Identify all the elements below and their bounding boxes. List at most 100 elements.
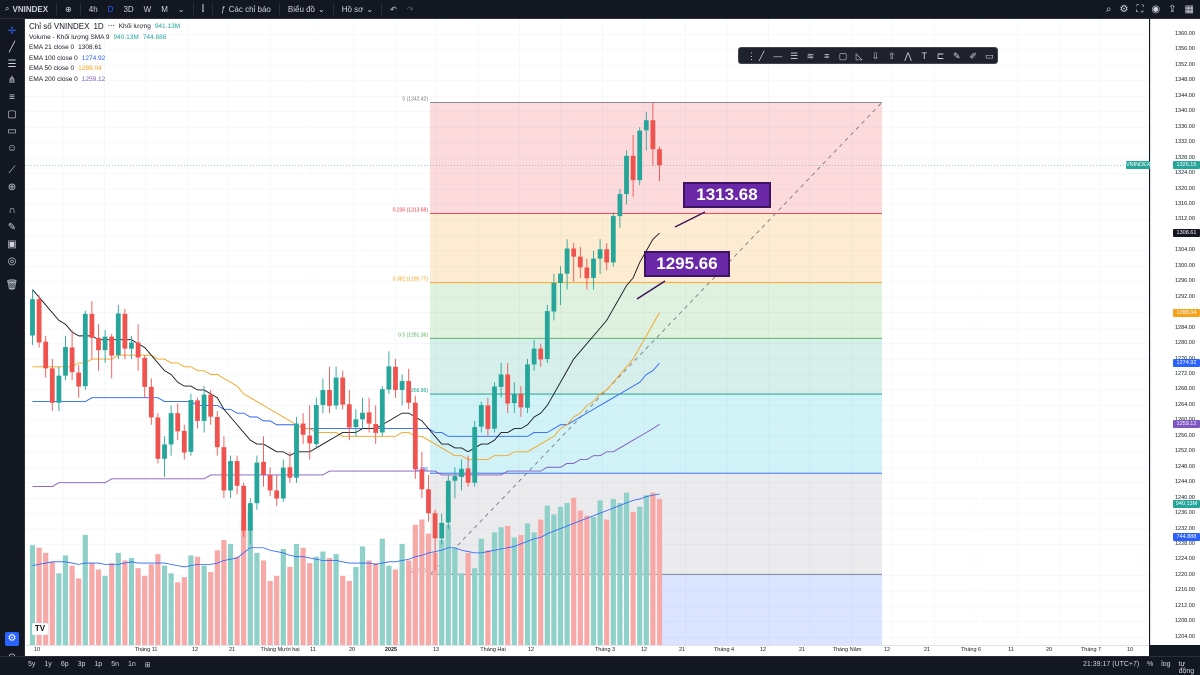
bar-style-button[interactable]: ⫿ xyxy=(197,4,210,14)
interval-w[interactable]: W xyxy=(143,4,152,14)
range-5n[interactable]: 5n xyxy=(111,661,119,668)
ruler-icon[interactable]: ⟋ xyxy=(8,165,16,176)
volume-bar xyxy=(538,519,544,645)
legend-more-icon[interactable]: ⋯ xyxy=(107,23,115,30)
candle-body xyxy=(452,476,458,481)
triangle-icon[interactable]: ◺ xyxy=(855,50,863,61)
price-tick: 1216.00 xyxy=(1175,587,1195,594)
range-5y[interactable]: 5y xyxy=(28,661,36,668)
gear-icon[interactable]: ⚙ xyxy=(1119,3,1129,15)
interval-d[interactable]: D xyxy=(107,4,114,14)
legend-volume-value: 941.13M xyxy=(154,23,181,30)
symbol-search[interactable]: ⌕ VNINDEX xyxy=(0,4,53,14)
indicators-button[interactable]: ƒ Các chỉ báo xyxy=(216,5,276,14)
fullscreen-icon[interactable]: ⛶ xyxy=(1136,3,1144,15)
range-1n[interactable]: 1n xyxy=(128,661,136,668)
price-tick: 1340.00 xyxy=(1175,108,1195,115)
object-tree-icon[interactable]: ⚙ xyxy=(5,632,19,646)
clock[interactable]: 21:39:17 (UTC+7) xyxy=(1083,661,1140,668)
undo-button[interactable]: ↶ xyxy=(385,5,402,14)
pattern-icon[interactable]: ⋀ xyxy=(904,50,912,61)
volume-bar xyxy=(564,502,570,645)
search-icon[interactable]: ⌕ xyxy=(1105,3,1112,15)
drag-handle-icon[interactable]: ⋮ xyxy=(747,50,756,61)
interval-4h[interactable]: 4h xyxy=(88,4,98,14)
legend-row[interactable]: Volume - Khối lượng SMA 9 940.13M 744.88… xyxy=(29,33,180,44)
price-callout[interactable]: 1313.68 xyxy=(683,182,771,208)
price-callout[interactable]: 1295.66 xyxy=(644,251,730,277)
brush-icon[interactable]: ✎ xyxy=(7,222,17,233)
comment-icon[interactable]: ▭ xyxy=(985,50,994,61)
volume-bar xyxy=(386,565,392,645)
volume-bar xyxy=(247,510,253,645)
candle-body xyxy=(261,461,266,475)
tradingview-logo: TV xyxy=(32,623,48,635)
lock-icon[interactable]: ▣ xyxy=(7,239,17,250)
chart-type-button[interactable]: Biểu đồ ⌄ xyxy=(283,5,330,14)
volume-bar xyxy=(109,563,115,645)
legend-row[interactable]: EMA 100 close 0 1274.92 xyxy=(29,54,180,65)
fib-icon[interactable]: ≡ xyxy=(824,50,830,61)
magnet-icon[interactable]: ∩ xyxy=(8,205,16,216)
redo-button[interactable]: ↷ xyxy=(402,5,419,14)
divider xyxy=(381,3,383,15)
range-1p[interactable]: 1p xyxy=(94,661,103,668)
rectangle-icon[interactable]: ▢ xyxy=(838,50,848,61)
comment-icon[interactable]: ▭ xyxy=(7,126,17,137)
share-icon[interactable]: ⇪ xyxy=(1168,3,1177,15)
arrow-down-icon[interactable]: ⇩ xyxy=(871,50,880,61)
horizontal-line-icon[interactable]: — xyxy=(773,50,783,61)
parallel-channel-icon[interactable]: ☰ xyxy=(7,59,17,70)
rectangle-icon[interactable]: ▢ xyxy=(7,109,17,120)
cursor-icon[interactable]: ✛ xyxy=(7,26,17,37)
interval-m[interactable]: M xyxy=(161,4,168,14)
chart-canvas[interactable]: 0 (1342.42) 0.236 (1313.68) 0.382 (1295.77… xyxy=(25,19,1149,645)
callout-icon[interactable]: ⊏ xyxy=(936,50,945,61)
volume-bar xyxy=(241,519,247,645)
interval-3d[interactable]: 3D xyxy=(123,4,134,14)
top-toolbar: ⌕ VNINDEX ⊕ 4h D 3D W M ⌄ ⫿ ƒ Các chỉ bá… xyxy=(0,0,1200,19)
volume-bar xyxy=(49,561,55,645)
trend-line-icon[interactable]: ╱ xyxy=(8,42,16,53)
range-6p[interactable]: 6p xyxy=(60,661,69,668)
text-icon[interactable]: T xyxy=(921,50,928,61)
range-3p[interactable]: 3p xyxy=(77,661,86,668)
range-1y[interactable]: 1y xyxy=(44,661,52,668)
interval-dropdown[interactable]: ⌄ xyxy=(173,5,190,14)
fib-retracement-icon[interactable]: ≡ xyxy=(9,92,15,103)
log-toggle[interactable]: log xyxy=(1161,661,1171,668)
arrow-up-icon[interactable]: ⇧ xyxy=(887,50,896,61)
trash-icon[interactable]: 🗑 xyxy=(5,280,19,291)
time-scale[interactable]: 10 Tháng 11 12 21 Tháng Mười hai 11 20 2025 13 Th… xyxy=(25,645,1149,656)
legend-row[interactable]: EMA 50 close 0 1289.04 xyxy=(29,64,180,75)
auto-toggle[interactable]: tự động xyxy=(1178,661,1195,675)
time-tick: 12 xyxy=(640,647,648,653)
chart-pane[interactable]: 0 (1342.42) 0.236 (1313.68) 0.382 (1295.77… xyxy=(25,19,1149,645)
volume-bar xyxy=(227,543,234,645)
chevron-down-icon: ⌄ xyxy=(318,4,325,14)
price-tick: 1224.00 xyxy=(1175,556,1195,563)
layout-icon[interactable]: ▦ xyxy=(1184,3,1194,15)
legend-row[interactable]: EMA 21 close 0 1308.61 xyxy=(29,43,180,54)
pencil-icon[interactable]: ✐ xyxy=(969,50,977,61)
emoji-icon[interactable]: ☺ xyxy=(6,143,18,154)
candle-body xyxy=(63,347,68,376)
compare-button[interactable]: ⊕ xyxy=(60,5,77,14)
trend-line-icon[interactable]: ╱ xyxy=(758,50,765,61)
profile-button[interactable]: Hồ sơ ⌄ xyxy=(337,5,378,14)
callout-pointer xyxy=(674,211,706,228)
parallel-channel-icon[interactable]: ☰ xyxy=(790,50,799,61)
brush-icon[interactable]: ✎ xyxy=(953,50,961,61)
legend-row[interactable]: EMA 200 close 0 1259.12 xyxy=(29,75,180,86)
volume-bar xyxy=(122,560,128,645)
pitchfork-icon[interactable]: ⋔ xyxy=(7,75,17,86)
eye-icon[interactable]: ◎ xyxy=(7,256,17,267)
price-scale[interactable]: 1360.00 1356.00 1352.00 1348.00 1344.00 1340.… xyxy=(1126,19,1200,645)
regression-icon[interactable]: ≋ xyxy=(806,50,815,61)
percent-toggle[interactable]: % xyxy=(1147,661,1154,668)
date-range-icon[interactable]: ⊞ xyxy=(144,662,151,669)
zoom-in-icon[interactable]: ⊕ xyxy=(7,182,17,193)
volume-bar xyxy=(168,573,174,645)
camera-icon[interactable]: ◉ xyxy=(1151,3,1161,15)
price-tick: 1360.00 xyxy=(1175,30,1195,37)
